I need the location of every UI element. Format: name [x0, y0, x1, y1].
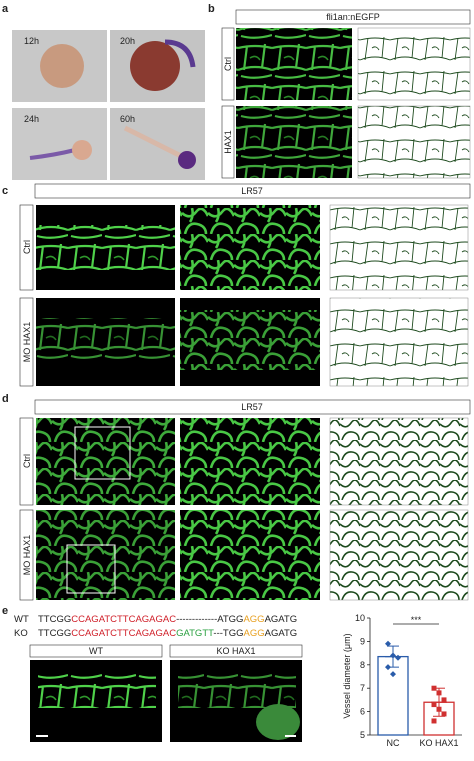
fluorescence-image: [36, 318, 175, 363]
stage-label: 60h: [120, 114, 135, 124]
image-label: WT: [89, 646, 103, 656]
data-point: [441, 697, 447, 703]
y-axis-label: Vessel diameter (μm): [342, 633, 352, 718]
data-point: [385, 664, 391, 671]
tracing-image: [329, 204, 469, 291]
data-point: [385, 640, 391, 647]
panel-label: e: [2, 605, 8, 617]
y-tick-label: 9: [360, 636, 365, 646]
data-point: [436, 706, 442, 712]
data-point: [436, 690, 442, 696]
row-label: HAX1: [223, 130, 233, 154]
y-tick-label: 8: [360, 660, 365, 670]
y-tick-label: 6: [360, 707, 365, 717]
x-tick-label: KO HAX1: [419, 738, 458, 748]
fluorescence-image: [180, 418, 320, 505]
row-label: MO HAX1: [22, 535, 32, 576]
fluorescence-image: [180, 510, 320, 600]
significance: ***: [411, 615, 422, 625]
tracing-image: [329, 509, 469, 601]
tracing-image: [357, 27, 471, 101]
fluorescence-image: [236, 28, 352, 100]
sequence-name: WT: [14, 614, 29, 625]
x-tick-label: NC: [387, 738, 400, 748]
panel-a: a 12h 20h 24h 60h: [2, 3, 205, 180]
fluorescence-image: [178, 672, 296, 708]
header: LR57: [241, 402, 263, 412]
y-tick-label: 10: [355, 613, 365, 623]
data-point: [395, 654, 401, 661]
fluorescence-image: [38, 672, 156, 708]
tracing-image: [357, 105, 471, 179]
panel-c: c LR57 Ctrl MO HAX1: [2, 183, 471, 387]
panel-label: c: [2, 185, 8, 197]
fluorescence-image: [180, 205, 320, 290]
tracing-image: [329, 297, 469, 387]
header: LR57: [241, 186, 263, 196]
data-point: [390, 652, 396, 659]
panel-e: e WT TTCGGCCAGATCTTCAGAGAC-------------A…: [2, 605, 462, 748]
y-tick-label: 5: [360, 730, 365, 740]
data-point: [431, 718, 437, 724]
embryo-image: [12, 108, 107, 180]
image-label: KO HAX1: [216, 646, 255, 656]
panel-b: b fli1an:nEGFP Ctrl HAX1: [208, 3, 471, 179]
panel-label: d: [2, 393, 9, 405]
panel-d: d LR57 Ctrl MO HAX1: [2, 393, 471, 601]
panel-label: a: [2, 3, 9, 15]
fluorescence-image: [36, 510, 175, 600]
bar: [377, 655, 409, 736]
sequence: TTCGGCCAGATCTTCAGAGAC-------------ATGGAG…: [38, 614, 297, 625]
row-label: Ctrl: [22, 454, 32, 468]
sequence: TTCGGCCAGATCTTCAGAGACGATGTT---TGGAGGAGAT…: [38, 628, 297, 639]
row-label: MO HAX1: [22, 322, 32, 363]
fluorescence-image: [36, 225, 175, 270]
panel-label: b: [208, 3, 215, 15]
row-label: Ctrl: [22, 240, 32, 254]
stage-label: 20h: [120, 36, 135, 46]
row-label: Ctrl: [223, 57, 233, 71]
sequence-name: KO: [14, 628, 28, 639]
header: fli1an:nEGFP: [326, 12, 380, 22]
fluorescence-image: [36, 418, 175, 505]
data-point: [390, 671, 396, 678]
data-point: [441, 711, 447, 717]
data-point: [431, 702, 437, 708]
fluorescence-image: [236, 106, 352, 178]
tracing-image: [329, 417, 469, 506]
fluorescence-image: [180, 310, 320, 370]
bar-chart: Vessel diameter (μm) 5 6 7 8 9 10 NC KO HAX1 ***: [342, 613, 462, 748]
stage-label: 24h: [24, 114, 39, 124]
stage-label: 12h: [24, 36, 39, 46]
data-point: [431, 685, 437, 691]
y-tick-label: 7: [360, 683, 365, 693]
